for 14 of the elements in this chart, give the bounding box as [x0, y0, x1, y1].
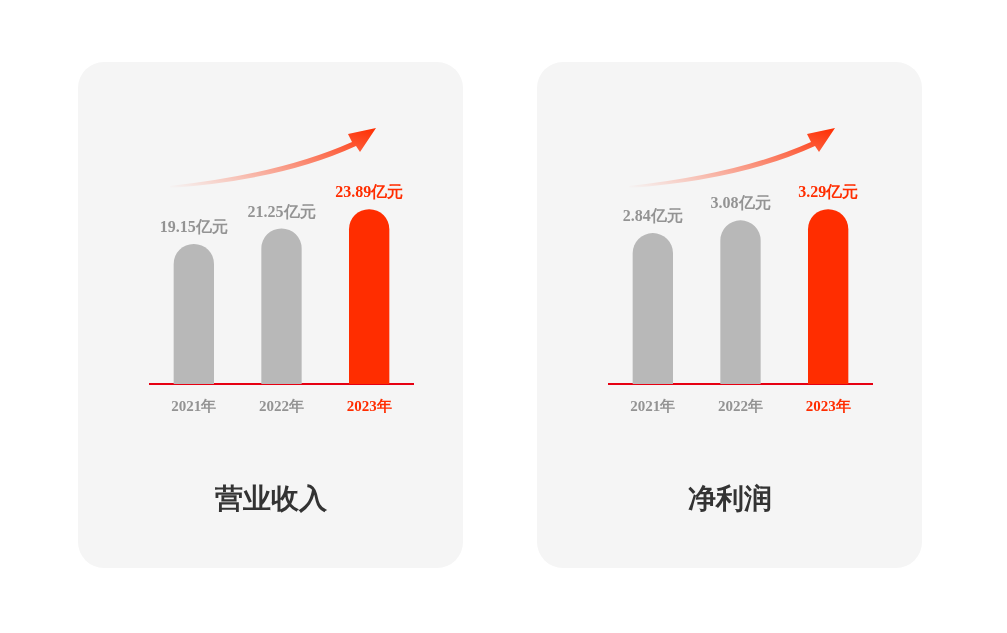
data-label: 3.29亿元 [798, 183, 859, 201]
x-tick-label: 2023年 [805, 397, 851, 414]
x-tick-label: 2022年 [259, 397, 304, 414]
x-tick-label: 2023年 [346, 397, 392, 414]
x-tick-label: 2021年 [171, 397, 217, 414]
data-label: 19.15亿元 [159, 218, 228, 236]
data-label: 23.89亿元 [335, 183, 404, 201]
data-label: 3.08亿元 [710, 194, 771, 212]
text: 营业收入 [213, 481, 328, 517]
x-tick-label: 2022年 [718, 397, 763, 414]
text: 净利润 [686, 481, 773, 517]
x-tick-label: 2021年 [630, 397, 676, 414]
data-label: 2.84亿元 [622, 207, 683, 225]
data-label: 21.25亿元 [247, 202, 316, 220]
